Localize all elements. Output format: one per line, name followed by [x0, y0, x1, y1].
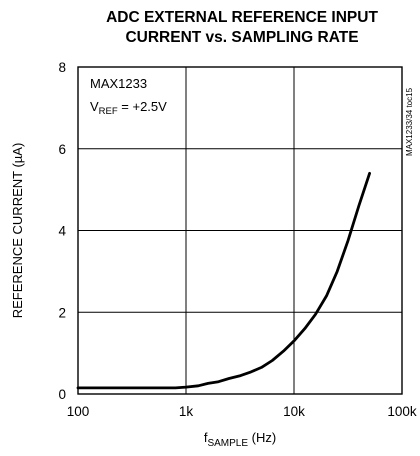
x-tick-label: 1k	[179, 404, 194, 419]
series-line	[76, 171, 372, 390]
vref-annotation-suffix: = +2.5V	[118, 99, 167, 114]
x-tick-label: 100	[67, 404, 90, 419]
y-tick-label: 2	[58, 305, 66, 320]
x-axis-label-subscript: SAMPLE	[207, 438, 248, 449]
device-annotation: MAX1233	[90, 76, 147, 91]
chart-title: ADC EXTERNAL REFERENCE INPUT CURRENT vs. …	[106, 9, 378, 46]
y-axis-label: REFERENCE CURRENT (µA)	[10, 143, 25, 319]
x-axis-label-suffix: (Hz)	[248, 430, 276, 445]
vref-annotation: VREF = +2.5V	[90, 99, 167, 117]
series-group	[76, 171, 372, 390]
vref-annotation-prefix: V	[90, 99, 99, 114]
y-tick-label: 0	[58, 387, 66, 402]
x-axis-label: fSAMPLE (Hz)	[204, 430, 276, 449]
annotation-background	[80, 69, 184, 123]
vref-annotation-subscript: REF	[99, 106, 118, 117]
y-tick-label: 4	[58, 224, 66, 239]
x-axis-ticks: 100 1k 10k 100k	[67, 404, 417, 419]
chart-title-line-2: CURRENT vs. SAMPLING RATE	[125, 29, 358, 46]
x-tick-label: 10k	[283, 404, 305, 419]
plot-frame	[77, 66, 403, 395]
x-axis-label-prefix: f	[204, 430, 208, 445]
chart-title-line-1: ADC EXTERNAL REFERENCE INPUT	[106, 9, 378, 26]
y-tick-label: 6	[58, 142, 66, 157]
figure-code-label: MAX1233/34 toc15	[405, 87, 414, 156]
y-tick-label: 8	[58, 60, 66, 75]
y-axis-ticks: 0 2 4 6 8	[58, 60, 66, 402]
x-tick-label: 100k	[387, 404, 417, 419]
